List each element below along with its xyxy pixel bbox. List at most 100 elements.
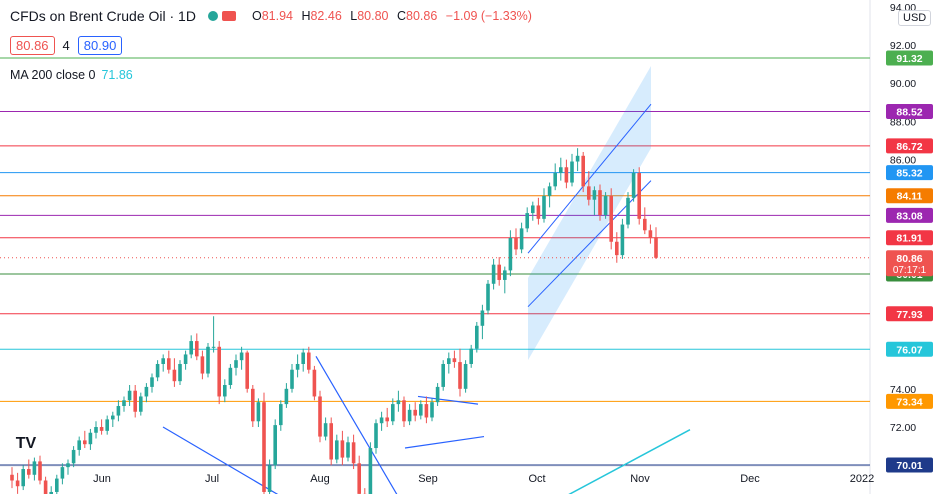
candle-body (492, 265, 496, 284)
ma-value: 71.86 (101, 68, 132, 82)
change-value: −1.09 (−1.33%) (446, 9, 532, 23)
candle-body (464, 364, 468, 389)
candle-body (105, 419, 109, 430)
candle-body (497, 265, 501, 280)
level-price-label: 81.91 (896, 233, 922, 245)
candle-body (145, 387, 149, 397)
candle-body (436, 387, 440, 402)
compare-icon[interactable] (222, 11, 236, 21)
candle-body (598, 190, 602, 215)
candle-body (469, 349, 473, 364)
candle-body (89, 433, 93, 444)
candle-body (520, 228, 524, 249)
candle-body (481, 311, 485, 326)
candle-body (77, 440, 81, 450)
candle-body (251, 389, 255, 421)
candle-body (290, 370, 294, 389)
quantity-value[interactable]: 4 (63, 38, 70, 53)
candle-body (318, 396, 322, 436)
candle-body (206, 347, 210, 374)
buy-button[interactable]: 80.90 (78, 36, 123, 55)
countdown-label: 07:17:1 (893, 265, 927, 276)
candle-body (408, 410, 412, 421)
candle-body (167, 358, 171, 369)
candle-body (268, 465, 272, 492)
candle-body (66, 463, 70, 467)
candle-body (61, 467, 65, 478)
candle-body (531, 205, 535, 213)
candle-body (576, 156, 580, 162)
candle-body (537, 205, 541, 218)
candle-body (307, 353, 311, 370)
candle-body (27, 469, 31, 475)
candle-body (161, 358, 165, 364)
sell-button[interactable]: 80.86 (10, 36, 55, 55)
candle-body (296, 364, 300, 370)
candle-body (548, 186, 552, 196)
candle-body (257, 402, 261, 421)
candle-body (374, 423, 378, 448)
candle-body (643, 219, 647, 230)
symbol-title[interactable]: CFDs on Brent Crude Oil · 1D (10, 8, 196, 24)
level-price-label: 76.07 (896, 344, 922, 356)
level-price-label: 86.72 (896, 141, 922, 153)
candle-body (55, 479, 59, 492)
candle-body (122, 400, 126, 406)
candle-body (229, 368, 233, 385)
candle-body (16, 481, 20, 487)
candle-body (425, 404, 429, 417)
level-price-label: 88.52 (896, 106, 922, 118)
open-label: O (252, 9, 262, 23)
candle-body (649, 230, 653, 238)
level-price-label: 84.11 (897, 191, 923, 203)
level-price-label: 73.34 (896, 396, 922, 408)
candle-body (201, 356, 205, 373)
candle-body (626, 198, 630, 225)
candle-body (189, 341, 193, 354)
pennant-lower-line (405, 437, 484, 448)
candle-body (475, 326, 479, 349)
candle-body (324, 423, 328, 436)
x-tick-label: Jun (93, 473, 111, 485)
y-tick-label: 86.00 (890, 155, 916, 167)
candle-body (621, 225, 625, 256)
candle-body (212, 347, 216, 348)
candle-body (156, 364, 160, 377)
candle-body (486, 284, 490, 311)
candle-body (245, 353, 249, 389)
candle-body (593, 190, 597, 200)
candle-body (632, 173, 636, 198)
pennant-upper-line (418, 396, 478, 404)
candle-body (581, 156, 585, 187)
candle-body (604, 196, 608, 215)
candle-body (313, 370, 317, 397)
candle-body (615, 242, 619, 255)
level-price-label: 77.93 (896, 309, 922, 321)
ohlc-values: O81.94 H82.46 L80.80 C80.86 −1.09 (−1.33… (252, 9, 537, 23)
candle-body (430, 402, 434, 417)
candle-body (94, 427, 98, 433)
last-price-label: 80.86 (896, 253, 922, 265)
candle-body (385, 417, 389, 421)
candle-body (33, 461, 37, 474)
candle-body (509, 238, 513, 270)
x-tick-label: Dec (740, 473, 760, 485)
x-tick-label: Sep (418, 473, 438, 485)
currency-select[interactable]: USD (898, 10, 931, 26)
ma-200-line (538, 430, 690, 494)
candle-body (570, 162, 574, 183)
candle-body (341, 440, 345, 457)
candle-body (173, 370, 177, 381)
candle-body (100, 427, 104, 431)
candle-body (217, 347, 221, 397)
candle-body (184, 354, 188, 364)
ascending-channel-fill (528, 66, 651, 360)
candle-body (525, 213, 529, 228)
candle-body (352, 442, 356, 463)
tradingview-logo: TV (10, 432, 42, 456)
candle-body (111, 416, 115, 420)
candle-body (654, 237, 658, 258)
